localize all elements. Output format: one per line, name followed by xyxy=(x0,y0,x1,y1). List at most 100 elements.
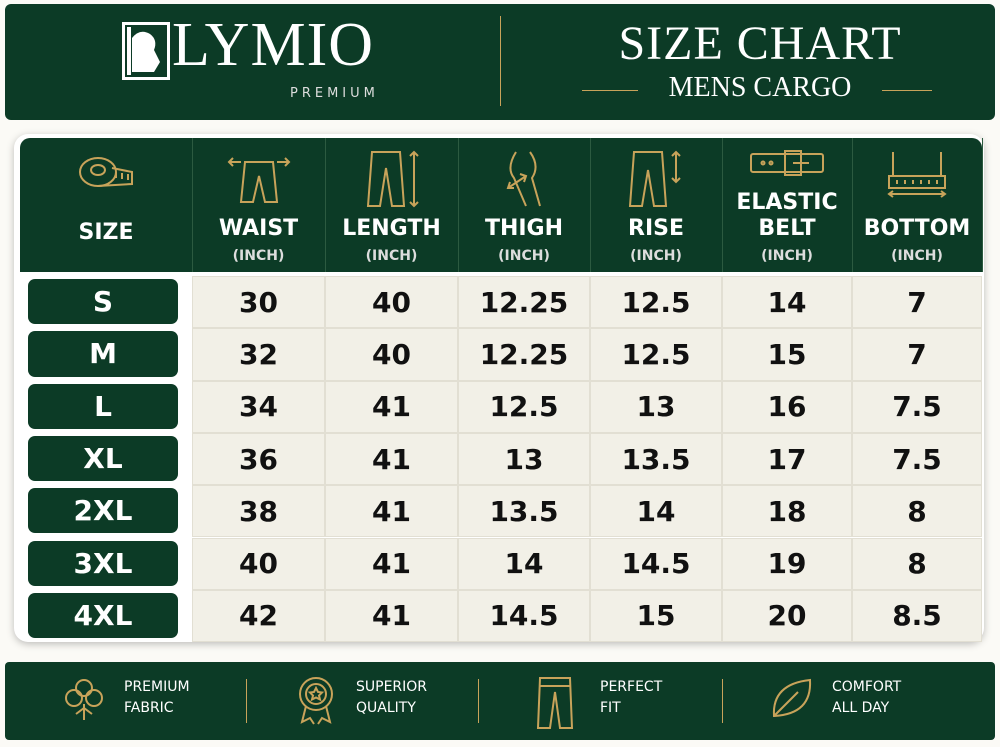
size-value: 15 xyxy=(722,328,852,381)
size-value: 7.5 xyxy=(852,380,982,433)
size-value: 41 xyxy=(325,380,458,433)
size-value: 12.5 xyxy=(590,328,722,381)
feature-icon xyxy=(292,674,340,730)
size-value: 14 xyxy=(590,485,722,538)
size-value: 17 xyxy=(722,432,852,486)
size-value: 7.5 xyxy=(852,432,982,486)
header-divider xyxy=(500,16,501,106)
size-value: 41 xyxy=(325,432,458,486)
feature-text: PERFECT FIT xyxy=(600,677,662,719)
size-value: 12.25 xyxy=(458,328,590,381)
column-unit: (INCH) xyxy=(232,248,285,264)
subtitle: MENS CARGO xyxy=(668,72,852,103)
icon xyxy=(65,679,103,720)
feature-line: ALL DAY xyxy=(832,700,890,716)
icon xyxy=(628,150,681,207)
column-unit: (INCH) xyxy=(498,248,550,264)
column-name: WAIST xyxy=(218,216,299,241)
feature-text: COMFORT ALL DAY xyxy=(832,677,901,719)
column-unit: (INCH) xyxy=(761,248,813,264)
feature-line: SUPERIOR xyxy=(356,679,428,695)
size-value: 13 xyxy=(590,380,722,433)
size-value: 40 xyxy=(325,276,458,329)
column-header: ELASTIC BELT (INCH) xyxy=(722,138,853,272)
size-value: 19 xyxy=(722,537,852,590)
icon xyxy=(506,151,541,207)
size-label: L xyxy=(28,383,178,429)
feature-icon xyxy=(768,674,816,726)
icon xyxy=(299,677,333,725)
size-value: 32 xyxy=(192,328,325,381)
column-header: SIZE xyxy=(20,138,193,272)
feature-icon xyxy=(536,674,576,734)
size-value: 12.25 xyxy=(458,276,590,329)
column-header: BOTTOM (INCH) xyxy=(852,138,983,272)
logo-icon xyxy=(122,22,170,80)
column-name: LENGTH xyxy=(342,216,441,241)
column-unit: (INCH) xyxy=(891,248,943,264)
size-value: 8.5 xyxy=(852,589,982,643)
brand-tagline: PREMIUM xyxy=(290,86,379,101)
icon xyxy=(536,677,574,729)
size-label: M xyxy=(28,331,178,377)
footer-band xyxy=(5,662,995,740)
column-header: LENGTH (INCH) xyxy=(325,138,459,272)
icon xyxy=(366,150,419,208)
column-header: WAIST (INCH) xyxy=(192,138,326,272)
size-value: 20 xyxy=(722,589,852,643)
size-value: 14 xyxy=(722,276,852,329)
footer-divider xyxy=(722,679,723,723)
title: SIZE CHART xyxy=(618,17,902,70)
column-unit: (INCH) xyxy=(630,248,682,264)
footer-divider xyxy=(246,679,247,723)
size-label: S xyxy=(28,279,178,325)
size-value: 40 xyxy=(325,328,458,381)
size-value: 38 xyxy=(192,485,325,538)
size-value: 42 xyxy=(192,589,325,643)
size-value: 41 xyxy=(325,537,458,590)
icon xyxy=(772,678,812,718)
feature-line: PREMIUM xyxy=(124,679,190,695)
size-value: 14.5 xyxy=(590,537,722,590)
feature-text: PREMIUM FABRIC xyxy=(124,677,190,719)
size-value: 41 xyxy=(325,485,458,538)
column-header: THIGH (INCH) xyxy=(458,138,591,272)
column-name: SIZE xyxy=(78,220,134,245)
feature-line: QUALITY xyxy=(356,700,416,716)
column-name: ELASTIC BELT xyxy=(736,190,838,241)
size-value: 16 xyxy=(722,380,852,433)
feature-text: SUPERIOR QUALITY xyxy=(356,677,427,719)
column-name: RISE xyxy=(628,216,684,241)
column-name: BOTTOM xyxy=(863,216,971,241)
feature-icon xyxy=(60,674,108,726)
size-value: 13.5 xyxy=(590,432,722,486)
size-value: 7 xyxy=(852,328,982,381)
table-header-band xyxy=(20,138,982,272)
feature-line: FABRIC xyxy=(124,700,174,716)
size-value: 12.5 xyxy=(458,380,590,433)
size-value: 18 xyxy=(722,485,852,538)
icon xyxy=(79,157,133,187)
footer-divider xyxy=(478,679,479,723)
size-value: 41 xyxy=(325,589,458,643)
size-value: 13.5 xyxy=(458,485,590,538)
size-value: 7 xyxy=(852,276,982,329)
feature-line: PERFECT xyxy=(600,679,663,695)
gold-rule xyxy=(882,90,932,91)
size-value: 13 xyxy=(458,432,590,486)
icon xyxy=(227,157,290,203)
size-value: 14.5 xyxy=(458,589,590,643)
icon xyxy=(750,150,824,176)
gold-rule xyxy=(582,90,638,91)
size-label: 4XL xyxy=(28,592,178,639)
size-value: 8 xyxy=(852,485,982,538)
feature-line: FIT xyxy=(600,700,621,716)
size-value: 30 xyxy=(192,276,325,329)
icon xyxy=(887,152,947,198)
size-value: 14 xyxy=(458,537,590,590)
size-label: XL xyxy=(28,435,178,482)
feature-line: COMFORT xyxy=(832,679,902,695)
column-unit: (INCH) xyxy=(365,248,418,264)
size-value: 8 xyxy=(852,537,982,590)
